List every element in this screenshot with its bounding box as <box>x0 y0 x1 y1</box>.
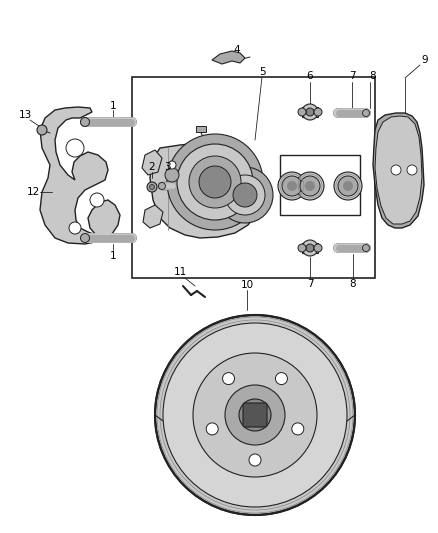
Text: 11: 11 <box>173 267 187 277</box>
Circle shape <box>296 172 324 200</box>
Text: 7: 7 <box>349 71 355 81</box>
Text: 1: 1 <box>110 251 117 261</box>
Circle shape <box>165 168 179 182</box>
FancyBboxPatch shape <box>243 403 267 427</box>
Circle shape <box>306 244 314 252</box>
Circle shape <box>334 172 362 200</box>
Polygon shape <box>373 113 424 228</box>
Circle shape <box>147 182 157 192</box>
Text: 9: 9 <box>422 55 428 65</box>
Circle shape <box>276 373 287 385</box>
Text: 13: 13 <box>18 110 32 120</box>
Circle shape <box>90 193 104 207</box>
Circle shape <box>306 108 314 116</box>
Polygon shape <box>142 150 162 175</box>
Circle shape <box>391 165 401 175</box>
Polygon shape <box>40 107 120 244</box>
Text: 4: 4 <box>234 45 240 55</box>
Circle shape <box>149 184 155 190</box>
Circle shape <box>81 117 89 126</box>
Circle shape <box>81 233 89 243</box>
Bar <box>196 126 206 132</box>
Circle shape <box>363 109 370 117</box>
Circle shape <box>407 165 417 175</box>
Text: 2: 2 <box>148 162 155 172</box>
Bar <box>302 243 318 253</box>
Circle shape <box>282 176 302 196</box>
Circle shape <box>37 125 47 135</box>
Circle shape <box>206 423 218 435</box>
Circle shape <box>69 222 81 234</box>
Text: 6: 6 <box>307 71 313 81</box>
Circle shape <box>314 244 322 252</box>
Text: 5: 5 <box>259 67 265 77</box>
Circle shape <box>302 240 318 256</box>
Circle shape <box>298 244 306 252</box>
Text: 7: 7 <box>307 279 313 289</box>
Text: 12: 12 <box>26 187 39 197</box>
Circle shape <box>287 181 297 191</box>
Circle shape <box>298 108 306 116</box>
Circle shape <box>163 323 347 507</box>
Circle shape <box>225 385 285 445</box>
Circle shape <box>302 104 318 120</box>
Circle shape <box>363 245 370 252</box>
Circle shape <box>300 176 320 196</box>
Circle shape <box>168 161 176 169</box>
Circle shape <box>249 454 261 466</box>
Text: 10: 10 <box>240 280 254 290</box>
Text: 8: 8 <box>350 279 356 289</box>
Text: 3: 3 <box>164 162 170 172</box>
Circle shape <box>193 353 317 477</box>
Circle shape <box>155 315 355 515</box>
Polygon shape <box>212 51 245 64</box>
Circle shape <box>223 373 235 385</box>
Polygon shape <box>375 116 422 224</box>
Circle shape <box>343 181 353 191</box>
Circle shape <box>225 175 265 215</box>
Polygon shape <box>150 142 263 238</box>
Text: 1: 1 <box>110 101 117 111</box>
Circle shape <box>233 183 257 207</box>
Circle shape <box>167 134 263 230</box>
Circle shape <box>305 181 315 191</box>
Bar <box>132 77 375 278</box>
Circle shape <box>217 167 273 223</box>
Bar <box>302 107 318 117</box>
Polygon shape <box>143 205 163 228</box>
Circle shape <box>239 399 271 431</box>
Circle shape <box>292 423 304 435</box>
Bar <box>280 155 360 215</box>
Circle shape <box>314 108 322 116</box>
Text: 8: 8 <box>370 71 376 81</box>
Circle shape <box>278 172 306 200</box>
Circle shape <box>66 139 84 157</box>
Circle shape <box>199 166 231 198</box>
Circle shape <box>177 144 253 220</box>
Circle shape <box>189 156 241 208</box>
Circle shape <box>159 182 166 190</box>
Circle shape <box>338 176 358 196</box>
